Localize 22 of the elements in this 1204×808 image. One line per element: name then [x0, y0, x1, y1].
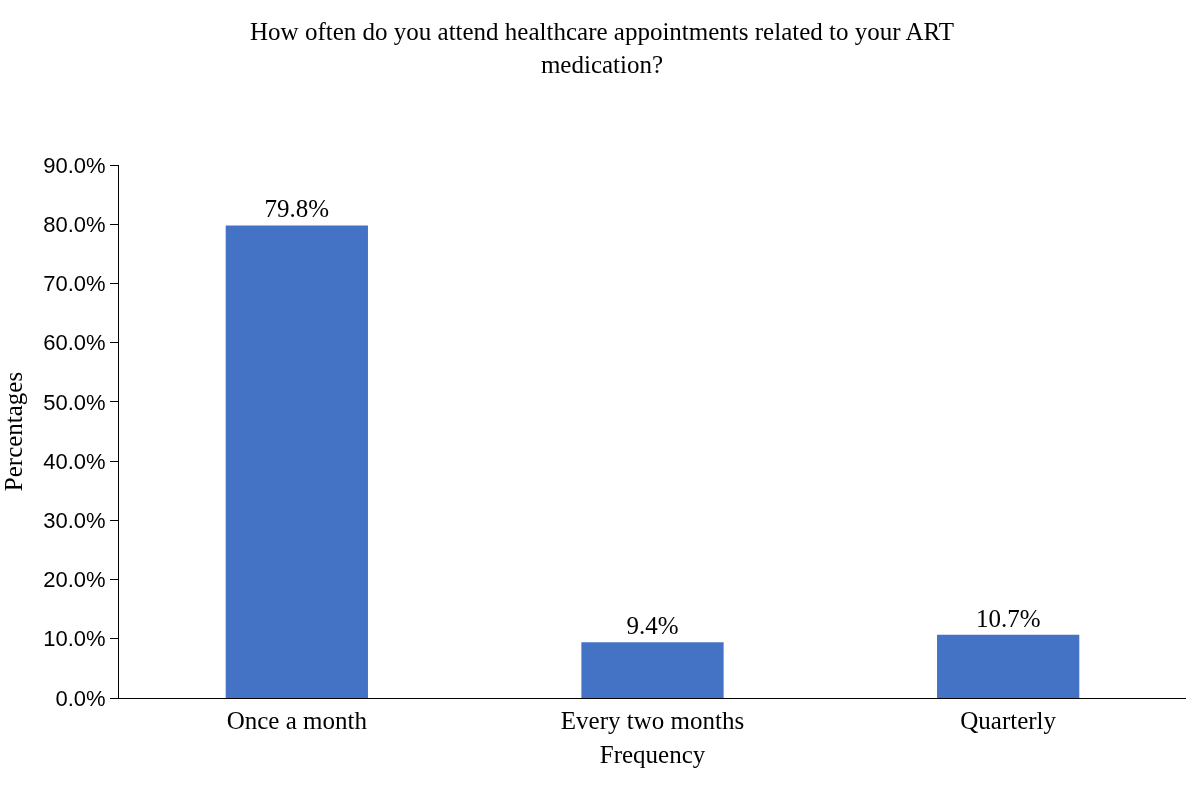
y-axis-title: Percentages [0, 371, 27, 492]
y-tick-label: 50.0% [43, 389, 106, 415]
bar [937, 634, 1080, 698]
y-tick-label: 10.0% [43, 626, 106, 652]
y-tick-label: 90.0% [43, 152, 106, 178]
data-label: 9.4% [626, 612, 679, 640]
x-axis-title: Frequency [599, 741, 706, 768]
x-tick-label: Quarterly [960, 707, 1057, 734]
y-tick-label: 0.0% [55, 685, 106, 711]
y-tick-label: 70.0% [43, 271, 106, 297]
bar [581, 642, 724, 698]
y-tick-label: 20.0% [43, 567, 106, 593]
x-tick-label: Every two months [560, 707, 745, 734]
chart-title: How often do you attend healthcare appointments related to your ART medication? [250, 18, 954, 78]
x-tick-label: Once a month [226, 707, 368, 734]
y-tick-label: 40.0% [43, 448, 106, 474]
data-label: 79.8% [264, 195, 330, 223]
y-tick-label: 80.0% [43, 211, 106, 237]
bar [225, 225, 368, 698]
y-tick-label: 30.0% [43, 508, 106, 534]
y-tick-label: 60.0% [43, 330, 106, 356]
data-label: 10.7% [975, 604, 1041, 632]
